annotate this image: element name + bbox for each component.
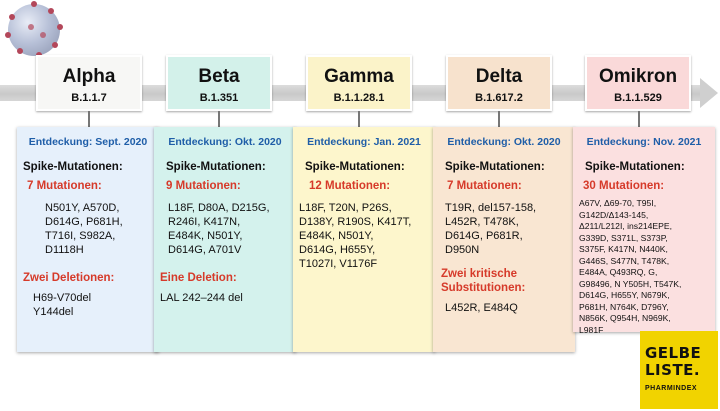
mutation-line: L18F, D80A, D215G, <box>168 202 270 214</box>
discovery-date: Entdeckung: Sept. 2020 <box>28 136 148 148</box>
mutation-line: G142D/Δ143-145, <box>579 209 649 220</box>
mutation-line: Δ211/L212I, ins214EPE, <box>579 221 673 231</box>
discovery-date: Entdeckung: Okt. 2020 <box>168 136 282 148</box>
spike-heading: Spike-Mutationen: <box>23 161 123 173</box>
mutation-line: T716I, S982A, <box>45 230 116 242</box>
spike-heading: Spike-Mutationen: <box>585 161 685 173</box>
variant-name: Omikron <box>598 66 678 87</box>
discovery-date: Entdeckung: Nov. 2021 <box>586 136 702 148</box>
variant-card-delta: Entdeckung: Okt. 2020 Spike-Mutationen: … <box>433 127 575 352</box>
mutation-line: E484K, N501Y, <box>299 230 374 242</box>
connector-line <box>218 111 220 127</box>
mutation-line: L981F <box>579 324 604 335</box>
extra-heading: Zwei kritische Substitutionen: <box>441 268 526 294</box>
extra-line: L452R, E484Q <box>445 302 518 314</box>
mutation-list: N501Y, A570D, D614G, P681H, T716I, S982A… <box>45 201 153 257</box>
mutation-line: T1027I, V1176F <box>299 258 378 270</box>
mutation-line: P681H, N764K, D796Y, <box>579 301 669 312</box>
mutation-list: T19R, del157-158, L452R, T478K, D614G, P… <box>445 201 569 257</box>
mutation-line: D614G, P681R, <box>445 230 523 242</box>
connector-line <box>638 111 640 127</box>
variant-card-beta: Entdeckung: Okt. 2020 Spike-Mutationen: … <box>154 127 296 352</box>
mutation-line: L18F, T20N, P26S, <box>299 202 392 214</box>
mutation-count: 7 Mutationen: <box>447 180 522 192</box>
connector-line <box>88 111 90 127</box>
mutation-list: L18F, T20N, P26S, D138Y, R190S, K417T, E… <box>299 201 429 271</box>
variant-card-omikron: Entdeckung: Nov. 2021 Spike-Mutationen: … <box>573 127 715 335</box>
variant-title-delta: Delta B.1.617.2 <box>446 55 552 111</box>
spike-heading: Spike-Mutationen: <box>445 161 545 173</box>
mutation-line: D614G, H655Y, N679K, <box>579 290 670 300</box>
variant-lineage: B.1.1.529 <box>614 92 662 104</box>
logo-line-3: PHARMINDEX <box>645 385 698 392</box>
extra-heading: Zwei Deletionen: <box>23 272 115 284</box>
variant-lineage: B.1.351 <box>199 92 239 104</box>
gelbe-liste-logo: GELBE LISTE. PHARMINDEX <box>640 331 718 409</box>
timeline-arrow-head <box>700 78 718 108</box>
mutation-line: D614G, H655Y, <box>299 244 376 256</box>
connector-line <box>358 111 360 127</box>
logo-line-1: GELBE <box>645 344 702 362</box>
discovery-date: Entdeckung: Okt. 2020 <box>447 136 561 148</box>
variant-lineage: B.1.617.2 <box>475 92 523 104</box>
mutation-line: D138Y, R190S, K417T, <box>299 216 412 228</box>
extra-list: L452R, E484Q <box>445 301 569 315</box>
mutation-line: D614G, P681H, <box>45 216 123 228</box>
variant-card-gamma: Entdeckung: Jan. 2021 Spike-Mutationen: … <box>293 127 435 352</box>
coronavirus-icon <box>5 1 63 58</box>
mutation-line: E484A, Q493RQ, G, <box>579 267 658 277</box>
mutation-line: N856K, Q954H, N969K, <box>579 313 671 323</box>
spike-heading: Spike-Mutationen: <box>166 161 266 173</box>
variant-card-alpha: Entdeckung: Sept. 2020 Spike-Mutationen:… <box>17 127 159 352</box>
mutation-line: A67V, Δ69-70, T95I, <box>579 198 657 208</box>
extra-line: LAL 242–244 del <box>160 292 243 304</box>
connector-line <box>498 111 500 127</box>
spike-heading: Spike-Mutationen: <box>305 161 405 173</box>
mutation-line: S375F, K417N, N440K, <box>579 244 668 254</box>
variant-name: Alpha <box>62 66 116 87</box>
mutation-count: 30 Mutationen: <box>583 180 665 192</box>
mutation-count: 9 Mutationen: <box>166 180 241 192</box>
extra-list: LAL 242–244 del <box>160 291 290 305</box>
mutation-line: E484K, N501Y, <box>168 230 243 242</box>
extra-line: Y144del <box>33 306 74 318</box>
variant-lineage: B.1.1.28.1 <box>333 92 385 104</box>
variant-name: Delta <box>475 66 523 87</box>
mutation-count: 12 Mutationen: <box>309 180 391 192</box>
variant-title-beta: Beta B.1.351 <box>166 55 272 111</box>
mutation-count: 7 Mutationen: <box>27 180 102 192</box>
logo-line-2: LISTE. <box>645 361 701 379</box>
mutation-line: G98496, N Y505H, T547K, <box>579 278 682 289</box>
extra-heading: Eine Deletion: <box>160 272 237 284</box>
mutation-line: D614G, A701V <box>168 244 242 256</box>
variant-title-alpha: Alpha B.1.1.7 <box>36 55 142 111</box>
discovery-date: Entdeckung: Jan. 2021 <box>307 136 421 148</box>
mutation-line: D950N <box>445 244 480 256</box>
mutation-line: N501Y, A570D, <box>45 202 120 214</box>
variant-lineage: B.1.1.7 <box>71 92 107 104</box>
mutation-line: T19R, del157-158, <box>445 202 537 214</box>
variant-name: Beta <box>198 66 240 87</box>
variant-name: Gamma <box>324 66 394 87</box>
mutation-line: L452R, T478K, <box>445 216 519 228</box>
extra-list: H69-V70del Y144del <box>33 291 153 319</box>
mutation-line: G446S, S477N, T478K, <box>579 255 670 266</box>
variant-title-omikron: Omikron B.1.1.529 <box>585 55 691 111</box>
mutation-list: A67V, Δ69-70, T95I, G142D/Δ143-145, Δ211… <box>579 198 709 336</box>
extra-line: H69-V70del <box>33 292 92 304</box>
mutation-line: D1118H <box>45 244 84 256</box>
variant-title-gamma: Gamma B.1.1.28.1 <box>306 55 412 111</box>
mutation-line: G339D, S371L, S373P, <box>579 232 668 243</box>
mutation-line: R246I, K417N, <box>168 216 241 228</box>
mutation-list: L18F, D80A, D215G, R246I, K417N, E484K, … <box>168 201 290 257</box>
